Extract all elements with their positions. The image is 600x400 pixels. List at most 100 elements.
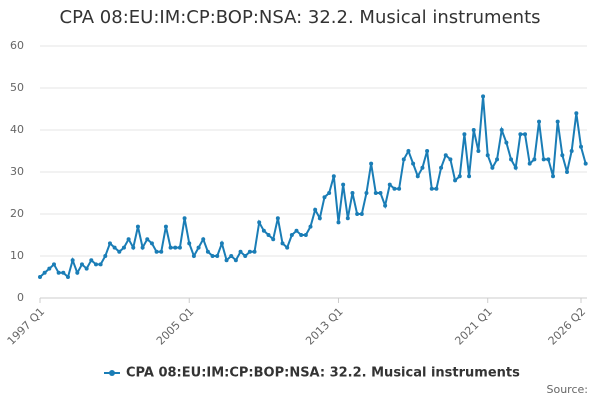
point (266, 233, 271, 237)
point (261, 228, 266, 233)
point (401, 157, 406, 162)
point (205, 249, 210, 254)
point (103, 254, 108, 258)
point (476, 149, 481, 153)
point (359, 212, 364, 216)
point (280, 241, 285, 246)
point (233, 258, 238, 263)
point (504, 140, 509, 145)
y-tick-label: 10 (10, 249, 24, 262)
point (322, 195, 327, 200)
x-tick-label: 2013 Q1 (303, 305, 346, 348)
point (467, 174, 472, 179)
point (579, 144, 583, 149)
point (84, 266, 89, 271)
point (126, 237, 131, 242)
point (93, 262, 98, 267)
series-line (39, 96, 587, 279)
point (532, 157, 537, 162)
point (215, 254, 220, 258)
x-tick-label: 1997 Q1 (5, 305, 48, 348)
x-tick-label: 2005 Q1 (154, 305, 197, 348)
point (537, 119, 542, 124)
point (411, 161, 416, 166)
y-tick-label: 60 (10, 39, 24, 52)
point (425, 149, 430, 153)
y-tick-label: 30 (10, 165, 24, 178)
point (551, 174, 556, 179)
point (397, 186, 402, 191)
point (485, 153, 490, 158)
point (406, 149, 411, 153)
point (345, 216, 350, 221)
point (541, 157, 546, 162)
point (182, 216, 187, 221)
point (457, 174, 462, 179)
point (252, 249, 257, 254)
point (117, 249, 122, 254)
point (350, 191, 355, 195)
point (331, 174, 336, 179)
point (308, 224, 313, 229)
source-label: Source: (547, 383, 589, 396)
point (569, 149, 574, 153)
point (499, 128, 504, 132)
point (383, 203, 388, 208)
point (369, 161, 374, 166)
legend-marker (109, 370, 115, 376)
point (238, 249, 243, 254)
point (355, 212, 360, 216)
point (527, 161, 532, 166)
point (75, 270, 80, 275)
point (121, 245, 126, 250)
point (495, 157, 500, 162)
point (79, 262, 84, 267)
point (196, 245, 201, 250)
point (98, 262, 103, 267)
point (555, 119, 560, 124)
point (210, 254, 215, 258)
point (177, 245, 182, 250)
point (462, 132, 467, 137)
y-tick-label: 40 (10, 123, 24, 136)
point (42, 270, 47, 275)
y-tick-label: 20 (10, 207, 24, 220)
point (247, 249, 252, 254)
point (546, 157, 551, 162)
point (378, 191, 383, 195)
point (453, 178, 458, 183)
point (89, 258, 94, 263)
point (490, 165, 495, 170)
point (523, 132, 528, 137)
point (415, 174, 420, 179)
point (583, 161, 588, 166)
y-tick-label: 0 (17, 291, 24, 304)
point (481, 94, 486, 99)
point (387, 182, 392, 187)
x-tick-label: 2021 Q1 (452, 305, 495, 348)
point (317, 216, 322, 221)
point (560, 153, 565, 158)
point (341, 182, 346, 187)
point (565, 170, 570, 174)
point (149, 241, 154, 246)
point (434, 186, 439, 191)
point (439, 165, 444, 170)
point (313, 207, 318, 212)
point (135, 224, 140, 229)
point (257, 220, 262, 225)
point (513, 165, 518, 170)
x-tick-label: 2026 Q2 (546, 305, 589, 348)
point (392, 186, 397, 191)
point (56, 270, 61, 275)
point (471, 128, 476, 132)
point (159, 249, 164, 254)
point (70, 258, 75, 263)
point (187, 241, 192, 246)
point (201, 237, 206, 242)
point (243, 254, 248, 258)
point (574, 111, 579, 116)
point (299, 233, 304, 237)
point (303, 233, 308, 237)
